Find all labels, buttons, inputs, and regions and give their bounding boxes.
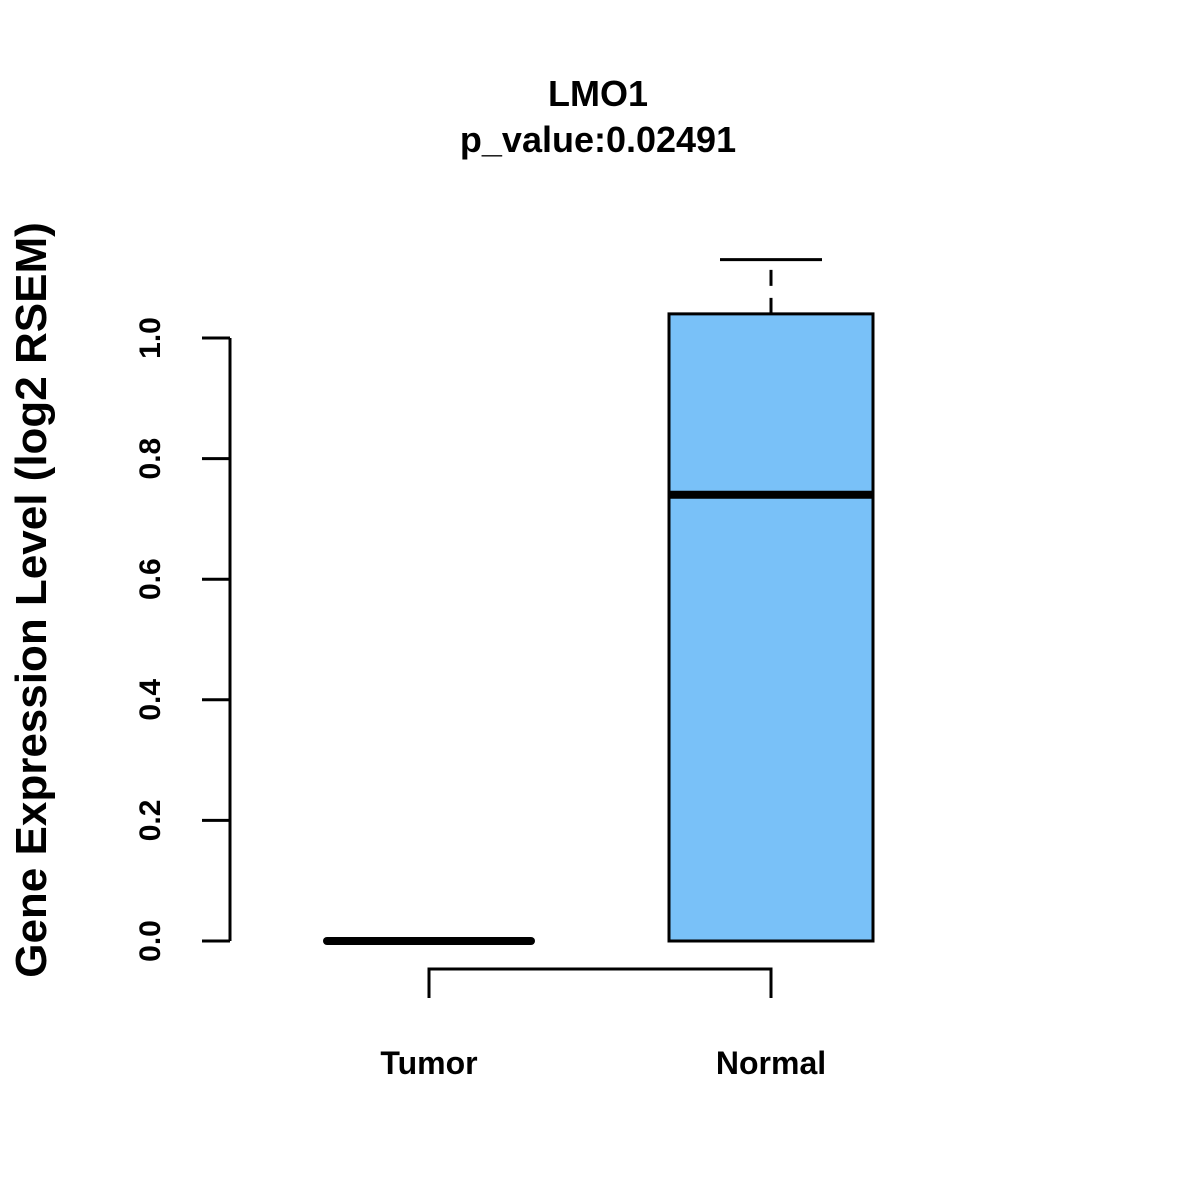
x-label-normal: Normal — [716, 1045, 826, 1081]
comparison-bracket — [427, 967, 773, 998]
chart-subtitle: p_value:0.02491 — [460, 119, 736, 160]
y-tick-label: 1.0 — [134, 317, 167, 359]
bracket-line — [427, 967, 773, 998]
x-axis-labels: Tumor Normal — [380, 1045, 826, 1081]
chart-title: LMO1 — [548, 73, 648, 114]
boxes — [323, 258, 875, 945]
y-tick-label: 0.8 — [134, 438, 167, 480]
y-tick-label: 0.4 — [134, 679, 167, 721]
y-tick-label: 0.2 — [134, 800, 167, 842]
box-normal — [667, 258, 875, 943]
x-label-tumor: Tumor — [380, 1045, 477, 1081]
y-axis: 0.0 0.2 0.4 0.6 0.8 1.0 — [134, 317, 232, 962]
box-body — [667, 312, 875, 943]
y-tick-label: 0.6 — [134, 558, 167, 600]
y-tick-label: 0.0 — [134, 920, 167, 962]
y-axis-label: Gene Expression Level (log2 RSEM) — [7, 222, 56, 978]
